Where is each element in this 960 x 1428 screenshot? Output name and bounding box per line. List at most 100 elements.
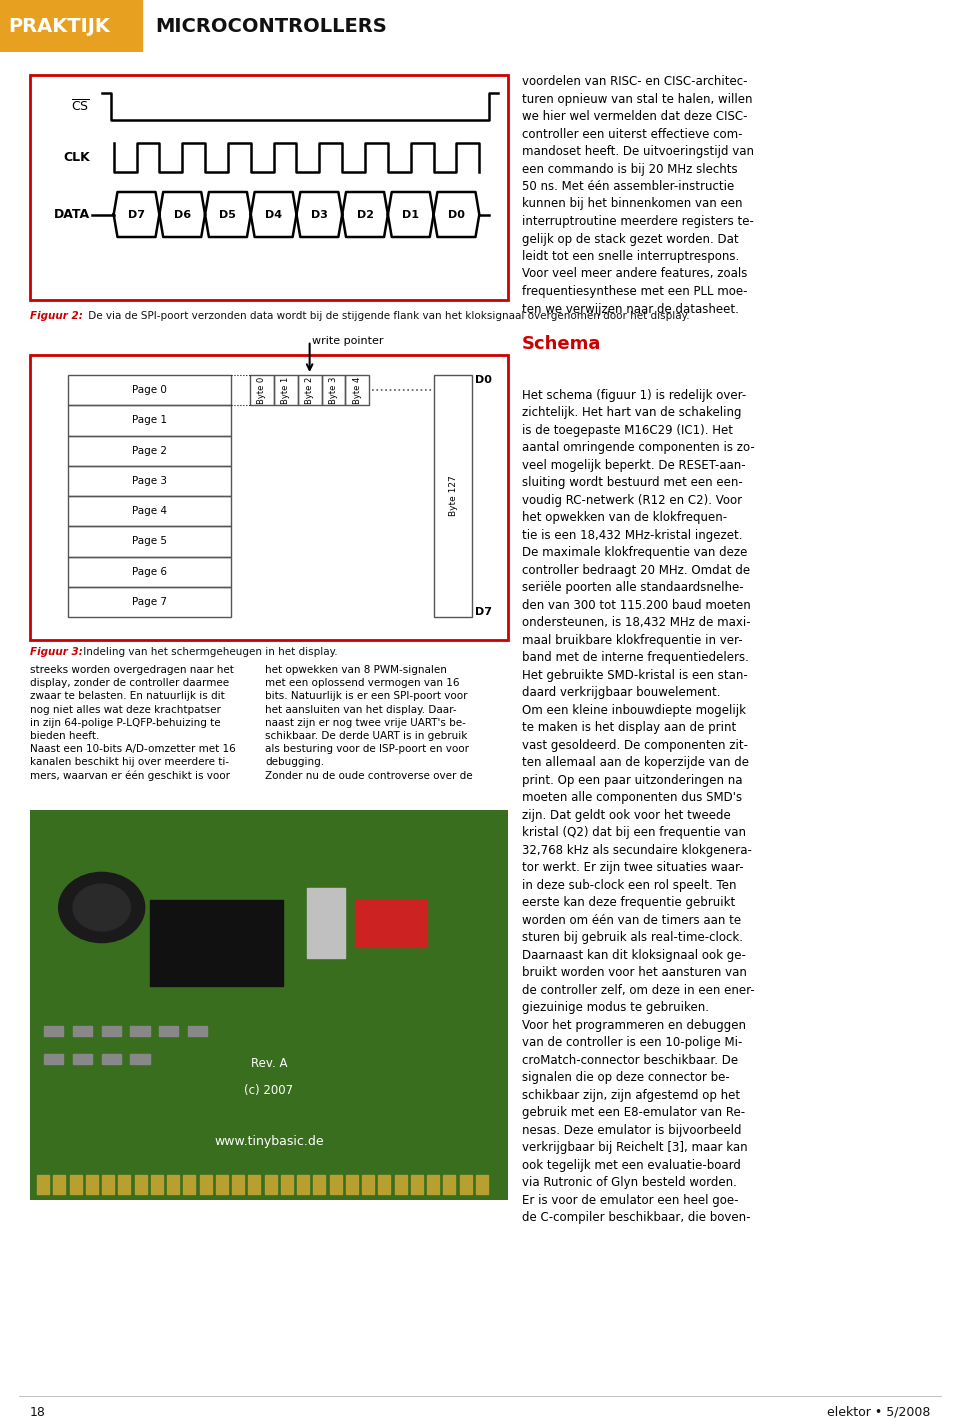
Bar [378, 1175, 391, 1194]
Text: MICROCONTROLLERS: MICROCONTROLLERS [155, 17, 387, 36]
Bar [68, 376, 230, 406]
Bar [362, 1175, 374, 1194]
Bar [131, 1054, 150, 1064]
Bar [476, 1175, 488, 1194]
Bar [167, 1175, 180, 1194]
Bar [200, 1175, 211, 1194]
Text: D5: D5 [220, 210, 236, 220]
Text: Byte 1: Byte 1 [281, 377, 290, 404]
Bar [73, 1027, 92, 1037]
Text: Page 0: Page 0 [132, 386, 167, 396]
Bar [86, 1175, 98, 1194]
Text: streeks worden overgedragen naar het
display, zonder de controller daarmee
zwaar: streeks worden overgedragen naar het dis… [30, 665, 236, 781]
Text: Schema: Schema [522, 336, 601, 353]
Bar [250, 376, 274, 406]
Text: Rev. A: Rev. A [251, 1057, 287, 1070]
Text: (c) 2007: (c) 2007 [245, 1084, 294, 1097]
Text: Figuur 2:: Figuur 2: [30, 311, 83, 321]
Bar [346, 1175, 358, 1194]
Bar [118, 1175, 131, 1194]
Text: $\overline{\rm CS}$: $\overline{\rm CS}$ [71, 99, 89, 114]
Text: Indeling van het schermgeheugen in het display.: Indeling van het schermgeheugen in het d… [81, 647, 338, 657]
Text: D7: D7 [474, 607, 492, 617]
Bar [68, 557, 230, 587]
Bar [0, 0, 142, 51]
Bar [298, 376, 322, 406]
Bar [68, 587, 230, 617]
Text: het opwekken van 8 PWM-signalen
met een oplossend vermogen van 16
bits. Natuurli: het opwekken van 8 PWM-signalen met een … [265, 665, 472, 781]
Bar [73, 1054, 92, 1064]
Bar [44, 1027, 63, 1037]
Text: Figuur 3:: Figuur 3: [30, 647, 83, 657]
Circle shape [73, 884, 131, 931]
Bar [102, 1175, 114, 1194]
Bar [395, 1175, 407, 1194]
Text: Byte 0: Byte 0 [257, 377, 266, 404]
Text: PRAKTIJK: PRAKTIJK [8, 17, 109, 36]
Bar [68, 496, 230, 527]
Bar [216, 1175, 228, 1194]
Bar [232, 1175, 244, 1194]
Bar [307, 888, 346, 958]
Bar [102, 1054, 121, 1064]
Text: Page 3: Page 3 [132, 476, 167, 486]
Bar [274, 376, 298, 406]
Text: voordelen van RISC- en CISC-architec-
turen opnieuw van stal te halen, willen
we: voordelen van RISC- en CISC-architec- tu… [522, 76, 754, 316]
Text: elektor • 5/2008: elektor • 5/2008 [827, 1405, 930, 1418]
Text: D7: D7 [128, 210, 145, 220]
Text: D0: D0 [474, 376, 492, 386]
Bar [151, 1175, 163, 1194]
Bar [54, 1175, 65, 1194]
Text: Page 6: Page 6 [132, 567, 167, 577]
Text: D0: D0 [448, 210, 465, 220]
Bar [131, 1027, 150, 1037]
Text: write pointer: write pointer [312, 336, 384, 346]
Bar [68, 436, 230, 466]
Text: Byte 127: Byte 127 [448, 476, 458, 517]
Bar [102, 1027, 121, 1037]
Text: Page 7: Page 7 [132, 597, 167, 607]
Text: Byte 3: Byte 3 [329, 377, 338, 404]
Bar [70, 1175, 82, 1194]
Bar [150, 900, 283, 985]
Text: Byte 2: Byte 2 [305, 377, 314, 404]
Text: Page 5: Page 5 [132, 537, 167, 547]
Text: DATA: DATA [54, 208, 89, 221]
Text: D1: D1 [402, 210, 420, 220]
Text: Page 2: Page 2 [132, 446, 167, 456]
Bar [159, 1027, 179, 1037]
Text: De via de SPI-poort verzonden data wordt bij de stijgende flank van het kloksign: De via de SPI-poort verzonden data wordt… [85, 311, 689, 321]
Bar [427, 1175, 439, 1194]
Text: D4: D4 [265, 210, 282, 220]
Bar [329, 1175, 342, 1194]
Bar [134, 1175, 147, 1194]
Bar [460, 1175, 471, 1194]
Bar [355, 900, 427, 947]
Bar [444, 1175, 455, 1194]
Text: Het schema (figuur 1) is redelijk over-
zichtelijk. Het hart van de schakeling
i: Het schema (figuur 1) is redelijk over- … [522, 388, 755, 1224]
Text: Page 4: Page 4 [132, 506, 167, 516]
Text: Byte 4: Byte 4 [353, 377, 362, 404]
Bar [411, 1175, 423, 1194]
Text: D6: D6 [174, 210, 191, 220]
Bar [265, 1175, 276, 1194]
Text: Page 1: Page 1 [132, 416, 167, 426]
Text: www.tinybasic.de: www.tinybasic.de [214, 1135, 324, 1148]
Text: D3: D3 [311, 210, 327, 220]
Bar [298, 1175, 309, 1194]
Bar [346, 376, 370, 406]
Bar [183, 1175, 196, 1194]
Bar [68, 527, 230, 557]
Bar [37, 1175, 49, 1194]
Bar [44, 1054, 63, 1064]
Text: D2: D2 [356, 210, 373, 220]
Circle shape [59, 873, 145, 942]
Bar [68, 466, 230, 496]
Bar [322, 376, 346, 406]
Bar [281, 1175, 293, 1194]
Bar [68, 406, 230, 436]
Bar [434, 376, 472, 617]
Bar [314, 1175, 325, 1194]
Bar [249, 1175, 260, 1194]
Bar [188, 1027, 206, 1037]
